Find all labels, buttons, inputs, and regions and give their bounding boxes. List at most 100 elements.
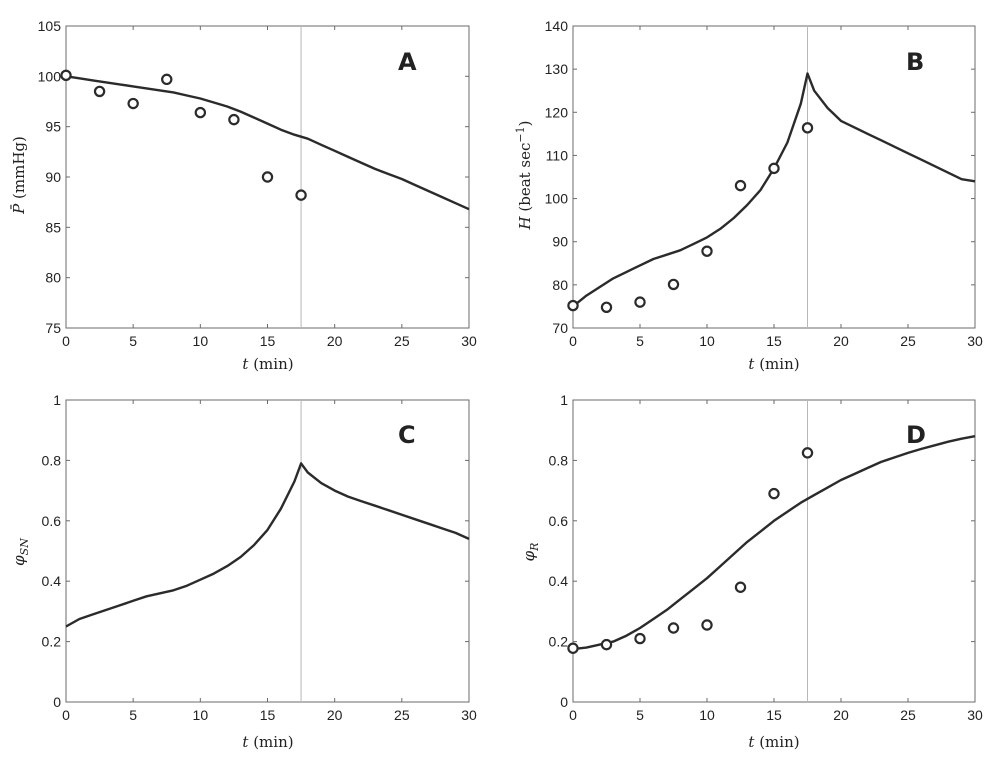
y-tick-label: 120	[545, 104, 569, 120]
model-line	[572, 72, 976, 308]
model-line	[65, 75, 470, 211]
panel-letter-b: B	[906, 48, 924, 76]
panel-letter-d: D	[906, 421, 926, 449]
y-tick-label: 90	[45, 169, 61, 185]
panel-c: C t (min) φSN 0 5 10 15 20 25 30 0 0.2 0.4 0.6 0.8 1	[10, 392, 477, 751]
y-tick-label: 95	[45, 119, 61, 135]
y-tick-label: 105	[38, 18, 62, 34]
model-line	[572, 435, 976, 651]
y-tick-label: 100	[38, 68, 62, 84]
data-point	[701, 619, 713, 631]
y-tick-label: 80	[552, 277, 568, 293]
y-tick-label: 0.4	[549, 573, 569, 589]
data-point	[634, 632, 646, 645]
x-tick-label: 20	[327, 333, 343, 349]
data-point	[600, 638, 613, 651]
data-point	[734, 581, 747, 593]
x-tick-label: 30	[461, 707, 477, 723]
x-tick-label: 20	[833, 707, 849, 723]
panel-b: B t (min) H (beat sec−1) 0 5 10 15 20 25 30 70 8…	[514, 18, 983, 373]
x-tick-label: 10	[193, 333, 209, 349]
data-point	[801, 122, 814, 134]
y-tick-label: 1	[560, 392, 568, 408]
y-tick-label: 70	[552, 320, 568, 336]
x-tick-label: 30	[461, 333, 477, 349]
data-point	[295, 189, 307, 201]
data-point	[93, 85, 106, 98]
x-tick-label: 30	[967, 333, 983, 349]
model-line	[65, 462, 470, 628]
x-tick-label: 15	[766, 707, 782, 723]
x-axis-label-c: t (min)	[242, 733, 293, 751]
x-tick-label: 0	[62, 333, 70, 349]
y-tick-label: 0	[560, 694, 568, 710]
x-tick-label: 5	[636, 333, 644, 349]
x-tick-label: 0	[569, 707, 577, 723]
x-tick-label: 25	[900, 333, 916, 349]
data-point	[734, 179, 747, 192]
panel-d: D t (min) φR 0 5 10 15 20 25 30 0 0.2 0.4 0.6 0.8 1	[520, 392, 983, 751]
x-axis-label-a: t (min)	[242, 355, 293, 373]
data-point	[194, 106, 207, 119]
y-tick-label: 130	[545, 61, 569, 77]
x-tick-label: 20	[327, 707, 343, 723]
data-point	[768, 487, 780, 500]
panel-letter-a: A	[398, 48, 417, 76]
y-axis-label-d: φR	[520, 543, 541, 562]
y-tick-label: 90	[552, 234, 568, 250]
data-point	[634, 296, 646, 308]
y-tick-label: 110	[546, 147, 569, 163]
x-tick-label: 10	[699, 333, 715, 349]
x-tick-label: 25	[394, 707, 410, 723]
data-point	[567, 642, 579, 654]
data-point	[667, 278, 680, 291]
x-tick-label: 15	[260, 707, 276, 723]
y-tick-label: 100	[545, 191, 569, 207]
x-tick-label: 10	[193, 707, 209, 723]
y-tick-label: 1	[53, 392, 61, 408]
data-point	[567, 299, 579, 312]
x-tick-label: 15	[766, 333, 782, 349]
x-tick-label: 15	[260, 333, 276, 349]
data-point	[667, 622, 680, 634]
y-tick-label: 0.8	[549, 452, 569, 468]
x-tick-label: 5	[129, 707, 137, 723]
y-tick-label: 0.4	[42, 573, 62, 589]
y-tick-label: 0.2	[42, 634, 62, 650]
x-tick-label: 0	[569, 333, 577, 349]
data-point	[161, 73, 173, 86]
x-axis-label-b: t (min)	[748, 355, 799, 373]
data-point	[127, 97, 139, 110]
x-tick-label: 20	[833, 333, 849, 349]
y-tick-label: 80	[45, 270, 61, 286]
y-axis-label-c: φSN	[10, 538, 31, 566]
data-point	[261, 171, 274, 183]
data-point	[768, 162, 780, 175]
x-tick-label: 0	[62, 707, 70, 723]
data-point	[228, 113, 240, 126]
data-point	[600, 301, 613, 313]
x-tick-label: 30	[967, 707, 983, 723]
y-axis-label-b: H (beat sec−1)	[514, 121, 534, 231]
x-tick-label: 5	[636, 707, 644, 723]
x-axis-label-d: t (min)	[748, 733, 799, 751]
panel-letter-c: C	[398, 421, 416, 449]
y-tick-label: 0.8	[42, 452, 62, 468]
y-tick-label: 85	[45, 219, 61, 235]
x-tick-label: 5	[129, 333, 137, 349]
y-tick-label: 75	[45, 320, 61, 336]
y-tick-label: 140	[545, 18, 569, 34]
data-point	[701, 245, 713, 257]
data-point	[60, 69, 72, 82]
y-tick-label: 0.2	[549, 634, 569, 650]
y-tick-label: 0.6	[549, 513, 569, 529]
panel-a: A t (min) P̄ (mmHg) 0 5 10 15 20 25 30 75 80 85 90…	[10, 18, 477, 373]
x-tick-label: 25	[900, 707, 916, 723]
y-tick-label: 0.6	[42, 513, 62, 529]
x-tick-label: 10	[699, 707, 715, 723]
y-tick-label: 0	[53, 694, 61, 710]
data-point	[801, 447, 814, 459]
y-axis-label-a: P̄ (mmHg)	[10, 136, 28, 215]
x-tick-label: 25	[394, 333, 410, 349]
